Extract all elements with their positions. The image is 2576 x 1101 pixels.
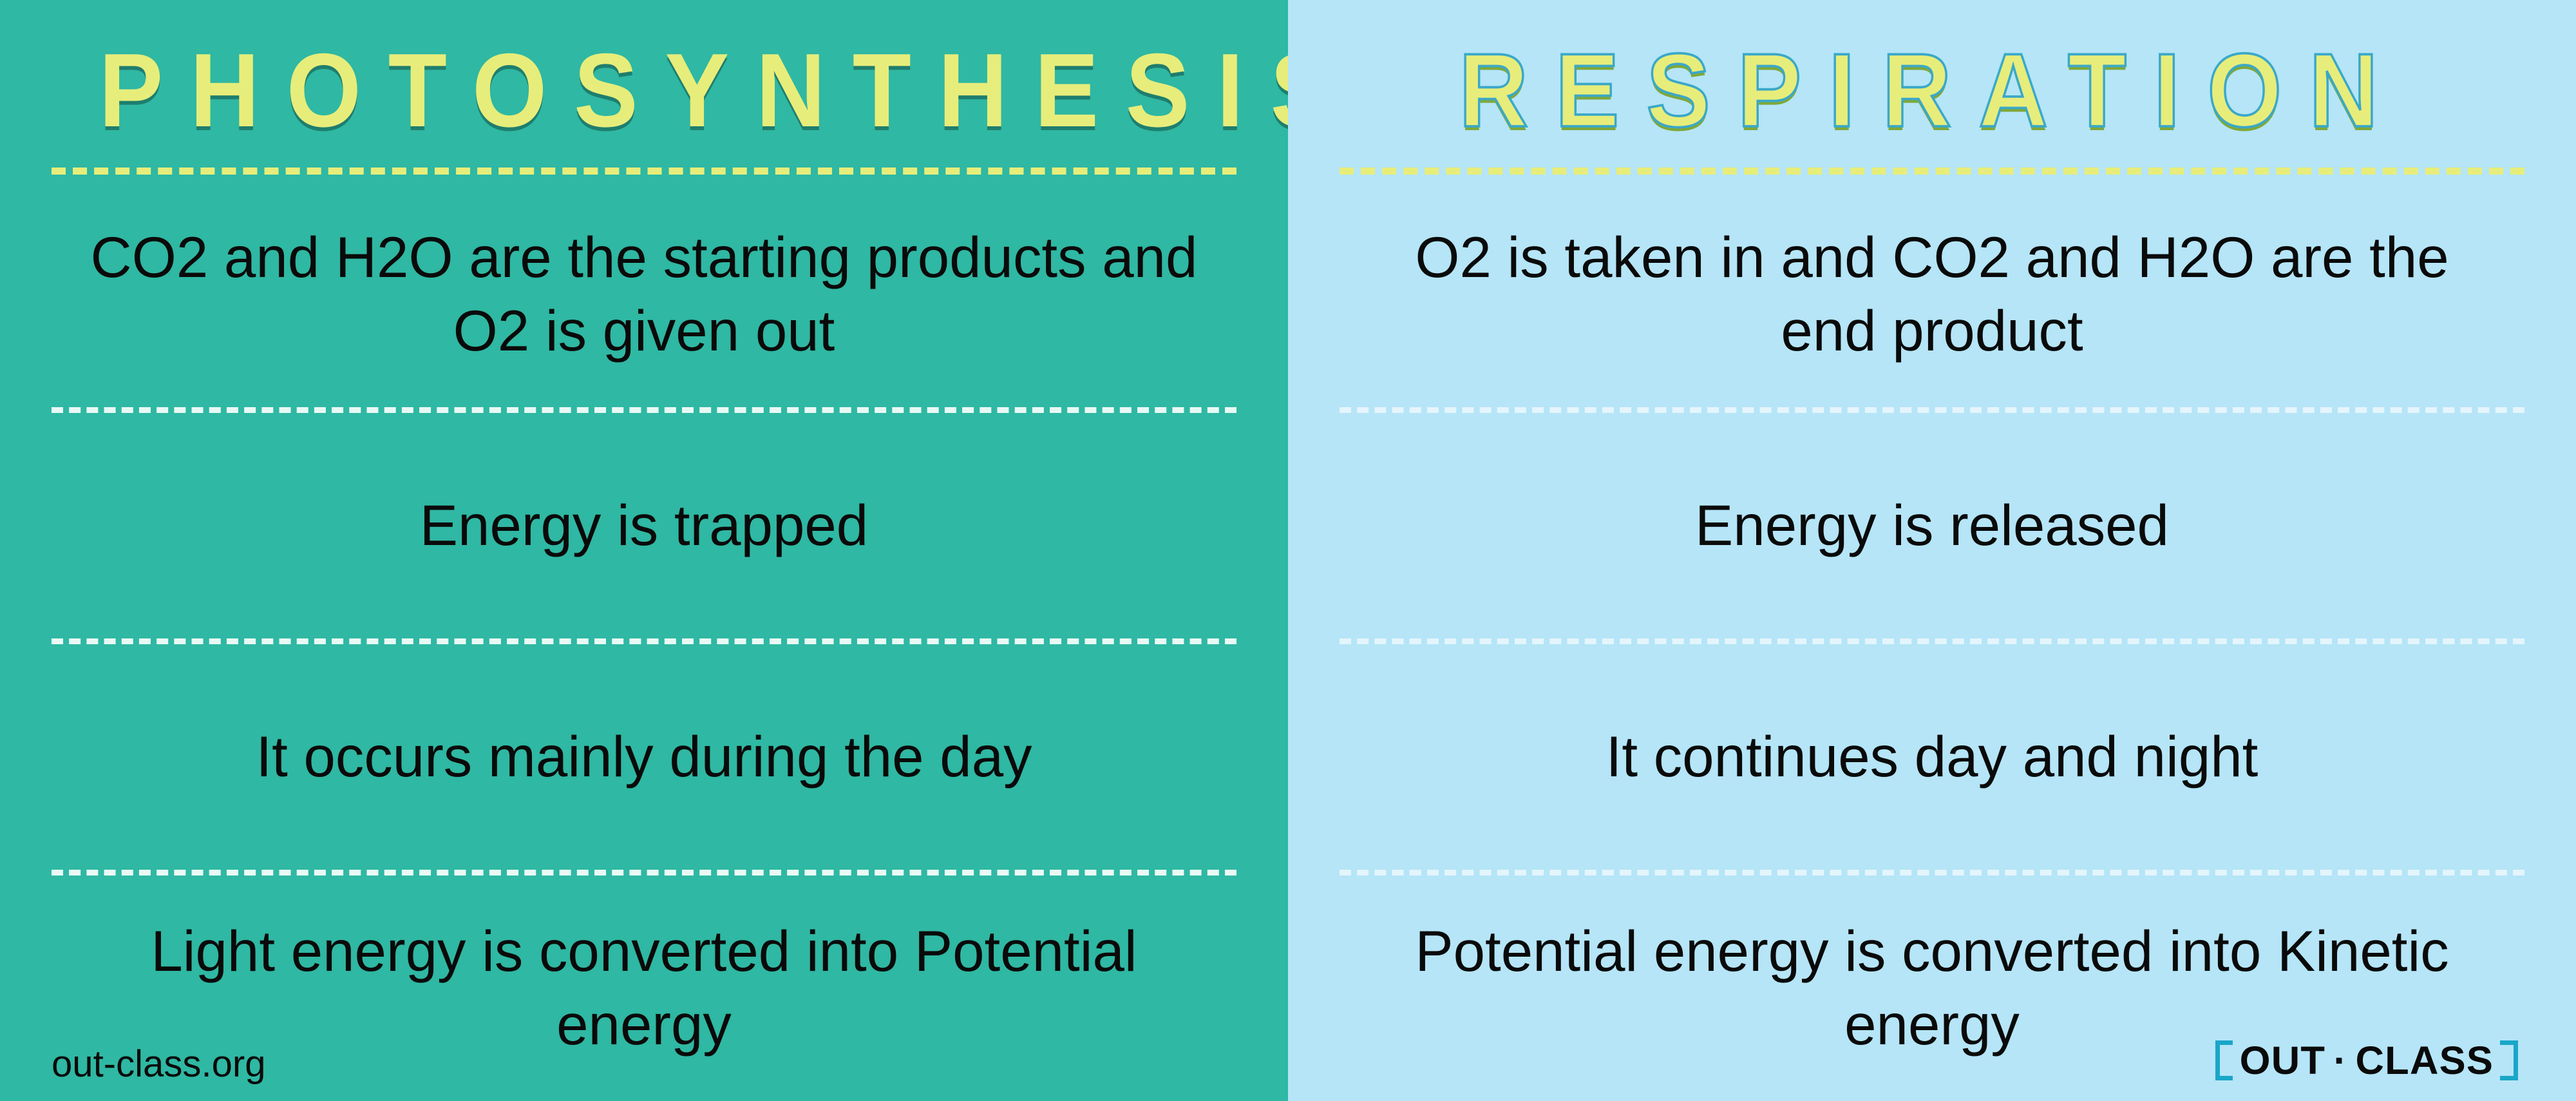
divider-yellow bbox=[52, 168, 1236, 175]
resp-row-2: Energy is released bbox=[1340, 413, 2524, 638]
bracket-left-icon bbox=[2215, 1040, 2233, 1080]
divider-yellow bbox=[1340, 168, 2524, 175]
logo-text-right: CLASS bbox=[2356, 1038, 2494, 1084]
divider-white bbox=[1340, 407, 2524, 413]
logo-text-left: OUT bbox=[2240, 1038, 2326, 1084]
photosynthesis-column: PHOTOSYNTHESIS CO2 and H2O are the start… bbox=[0, 0, 1288, 1101]
logo-dot-icon: · bbox=[2334, 1038, 2348, 1084]
photo-row-2: Energy is trapped bbox=[52, 413, 1236, 638]
divider-white bbox=[1340, 638, 2524, 644]
divider-white bbox=[52, 870, 1236, 876]
footer-url: out-class.org bbox=[52, 1042, 266, 1086]
divider-white bbox=[1340, 870, 2524, 876]
comparison-infographic: PHOTOSYNTHESIS CO2 and H2O are the start… bbox=[0, 0, 2576, 1101]
divider-white bbox=[52, 638, 1236, 644]
photo-row-1: CO2 and H2O are the starting products an… bbox=[52, 182, 1236, 407]
resp-row-1: O2 is taken in and CO2 and H2O are the e… bbox=[1340, 182, 2524, 407]
respiration-column: RESPIRATION O2 is taken in and CO2 and H… bbox=[1288, 0, 2576, 1101]
resp-row-3: It continues day and night bbox=[1340, 644, 2524, 870]
photo-row-3: It occurs mainly during the day bbox=[52, 644, 1236, 870]
divider-white bbox=[52, 407, 1236, 413]
photosynthesis-title: PHOTOSYNTHESIS bbox=[99, 39, 1189, 143]
respiration-title: RESPIRATION bbox=[1387, 39, 2477, 143]
outclass-logo: OUT · CLASS bbox=[2209, 1038, 2524, 1084]
bracket-right-icon bbox=[2500, 1040, 2517, 1080]
